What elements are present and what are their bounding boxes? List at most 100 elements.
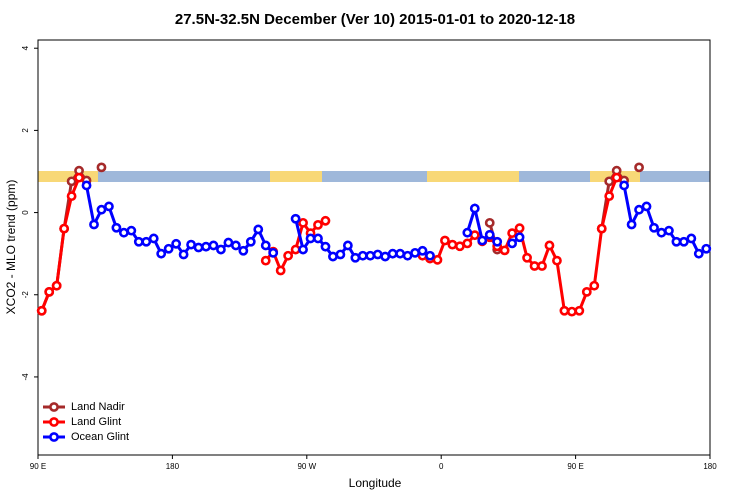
x-tick-label: 180 xyxy=(703,462,717,471)
y-tick-label: 2 xyxy=(21,128,30,133)
data-point xyxy=(514,223,525,234)
data-point xyxy=(268,247,279,258)
legend-label: Ocean Glint xyxy=(71,431,129,443)
x-tick-label: 90 E xyxy=(567,462,583,471)
data-point xyxy=(59,223,70,234)
data-point xyxy=(507,238,518,249)
data-point xyxy=(320,215,331,226)
legend-marker xyxy=(49,417,59,427)
data-point xyxy=(529,261,540,271)
data-point xyxy=(380,251,391,262)
data-point xyxy=(186,239,196,250)
data-point xyxy=(469,203,480,214)
data-point xyxy=(230,240,241,251)
data-point xyxy=(283,250,294,261)
y-tick-label: 4 xyxy=(21,45,30,50)
data-point xyxy=(417,245,428,256)
data-point xyxy=(44,286,55,297)
data-point xyxy=(81,180,92,191)
data-point xyxy=(544,240,555,251)
y-tick-label: 0 xyxy=(21,210,30,215)
data-point xyxy=(245,236,256,247)
data-point xyxy=(216,244,226,255)
data-point xyxy=(89,219,99,230)
data-point xyxy=(634,204,644,215)
y-tick-label: -2 xyxy=(21,291,30,299)
data-point xyxy=(559,305,570,316)
data-point xyxy=(74,172,84,183)
data-point xyxy=(298,217,308,228)
data-point xyxy=(522,252,532,263)
legend-label: Land Nadir xyxy=(71,401,125,413)
data-point xyxy=(111,222,122,233)
plot-frame xyxy=(37,39,711,456)
data-point xyxy=(626,219,637,230)
data-point xyxy=(328,251,338,262)
data-point xyxy=(604,191,615,202)
data-point xyxy=(447,239,458,250)
data-point xyxy=(671,236,682,247)
x-tick-label: 90 E xyxy=(30,462,46,471)
data-point xyxy=(141,236,152,247)
data-point xyxy=(619,180,630,191)
land-band xyxy=(38,171,98,182)
data-point xyxy=(350,252,361,263)
data-point xyxy=(440,235,450,246)
data-point xyxy=(574,305,585,316)
data-point xyxy=(66,176,77,187)
data-point xyxy=(133,236,144,247)
data-point xyxy=(253,224,264,235)
data-point xyxy=(507,228,518,239)
data-point xyxy=(156,248,167,259)
data-point xyxy=(148,233,159,244)
land-band xyxy=(270,171,322,182)
data-point xyxy=(656,227,667,238)
data-point xyxy=(678,236,689,247)
data-point xyxy=(604,176,615,187)
data-point xyxy=(118,227,129,238)
data-point xyxy=(537,261,547,271)
data-point xyxy=(484,229,495,240)
data-point xyxy=(596,223,607,234)
data-point xyxy=(387,248,398,259)
data-point xyxy=(462,227,473,238)
x-tick-label: 0 xyxy=(439,462,444,471)
data-point xyxy=(492,236,503,247)
data-point xyxy=(514,232,525,243)
data-point xyxy=(634,162,644,173)
data-point xyxy=(335,249,346,260)
data-point xyxy=(566,306,577,317)
data-point xyxy=(201,241,211,252)
data-point xyxy=(305,233,316,244)
x-tick-label: 180 xyxy=(166,462,180,471)
data-point xyxy=(51,280,62,291)
y-axis-label: XCO2 - MLO trend (ppm) xyxy=(4,180,18,315)
legend-marker xyxy=(49,402,59,412)
data-point xyxy=(395,248,406,259)
data-point xyxy=(313,233,323,244)
data-point xyxy=(701,243,712,254)
data-point xyxy=(581,286,592,297)
chart-title: 27.5N-32.5N December (Ver 10) 2015-01-01… xyxy=(175,11,575,28)
data-point xyxy=(178,249,189,260)
data-point xyxy=(425,250,435,261)
data-point xyxy=(238,245,249,256)
land-band xyxy=(427,171,519,182)
data-point xyxy=(611,172,622,183)
data-point xyxy=(342,240,353,251)
data-point xyxy=(477,235,488,246)
data-point xyxy=(484,217,495,228)
data-point xyxy=(290,244,301,255)
data-point xyxy=(275,265,286,276)
data-point xyxy=(686,233,697,244)
data-point xyxy=(171,238,182,249)
legend-marker xyxy=(49,432,59,442)
data-point xyxy=(126,225,137,236)
data-point xyxy=(193,242,204,253)
data-point xyxy=(649,222,659,233)
data-point xyxy=(66,191,77,202)
data-point xyxy=(372,249,383,260)
data-point xyxy=(36,305,47,316)
data-point xyxy=(290,213,301,224)
